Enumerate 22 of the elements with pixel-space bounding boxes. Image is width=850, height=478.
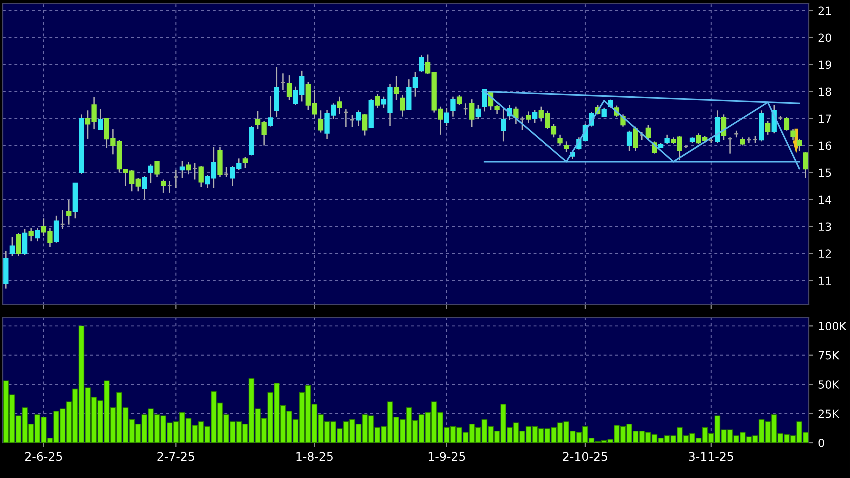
y-tick-label: 12 (819, 250, 832, 258)
y-tick-label: 20 (818, 34, 832, 42)
y-tick-label: 14 (819, 196, 832, 204)
x-tick-label: 2-6-25 (26, 452, 62, 462)
y-tick-label: 75K (818, 352, 840, 360)
y-tick-label: 18 (819, 88, 832, 96)
y-tick-label: 25K (818, 410, 840, 418)
y-tick-label: 100K (819, 322, 847, 331)
y-tick-label: 21 (818, 6, 832, 15)
y-tick-label: 16 (819, 142, 832, 150)
y-tick-label: 11 (819, 276, 832, 285)
y-tick-label: 19 (819, 60, 832, 70)
y-tick-label: 15 (819, 168, 832, 178)
x-tick-label: 2-10-25 (563, 452, 608, 462)
x-tick-label: 1-8-25 (296, 452, 333, 462)
x-tick-label: 2-7-25 (158, 452, 194, 462)
y-tick-label: 0 (818, 438, 824, 448)
x-tick-label: 3-11-25 (689, 452, 734, 462)
y-tick-label: 17 (819, 114, 832, 123)
y-tick-label: 13 (819, 222, 832, 232)
x-tick-label: 1-9-25 (428, 452, 466, 462)
y-tick-label: 50K (818, 380, 840, 389)
